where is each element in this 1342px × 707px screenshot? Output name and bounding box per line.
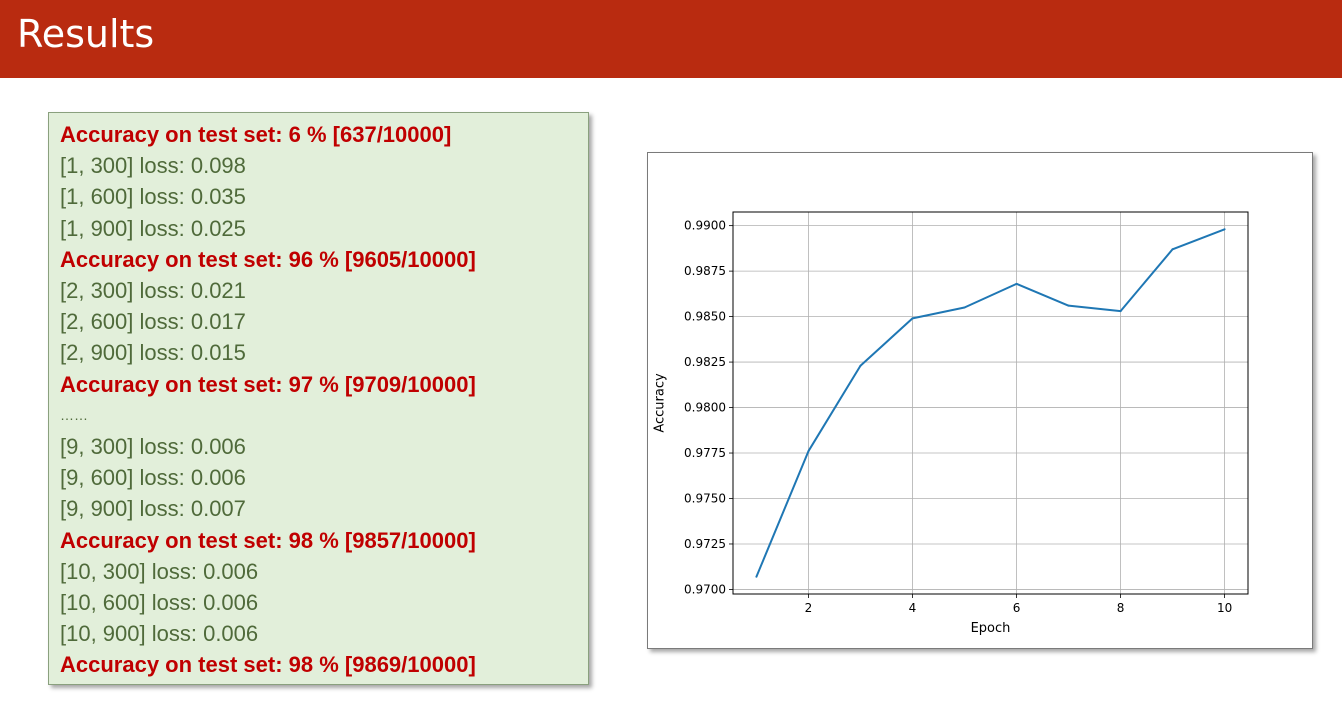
- ellipsis-line: ……: [60, 406, 88, 423]
- y-axis-label: Accuracy: [653, 373, 668, 433]
- accuracy-data-point: [755, 575, 758, 578]
- accuracy-data-point: [807, 450, 810, 453]
- y-tick-label: 0.9850: [684, 310, 726, 324]
- y-tick-label: 0.9775: [684, 446, 726, 460]
- slide-title: Results: [17, 12, 155, 56]
- accuracy-data-point: [859, 364, 862, 367]
- y-tick-label: 0.9875: [684, 264, 726, 278]
- loss-log-line: [9, 300] loss: 0.006: [60, 434, 246, 459]
- y-tick-label: 0.9825: [684, 355, 726, 369]
- loss-log-line: [2, 900] loss: 0.015: [60, 340, 246, 366]
- x-tick-label: 10: [1217, 601, 1232, 615]
- x-tick-label: 4: [909, 601, 917, 615]
- accuracy-data-point: [1067, 304, 1070, 307]
- loss-log-line: [1, 600] loss: 0.035: [60, 184, 246, 210]
- loss-log-line: [2, 600] loss: 0.017: [60, 309, 246, 335]
- x-tick-label: 6: [1013, 601, 1021, 615]
- loss-log-line: [10, 900] loss: 0.006: [60, 621, 259, 647]
- y-tick-label: 0.9725: [684, 537, 726, 551]
- accuracy-log-line: Accuracy on test set: 98 % [9857/10000]: [60, 527, 476, 553]
- plot-area-border: [732, 211, 1249, 595]
- axis-ticks: 2 4 6 8 10 0.9700 0.9725 0.9750 0.9775 0.9800 0.98…: [684, 219, 1232, 615]
- accuracy-data-point: [963, 306, 966, 309]
- accuracy-chart-svg: 2 4 6 8 10 0.9700 0.9725 0.9750 0.9775 0.9800 0.98…: [653, 211, 1249, 636]
- loss-log-line: [9, 900] loss: 0.007: [60, 496, 246, 522]
- loss-log-line: [2, 300] loss: 0.021: [60, 278, 246, 303]
- loss-log-line: [1, 900] loss: 0.025: [60, 215, 246, 241]
- x-tick-label: 2: [805, 601, 813, 615]
- y-tick-label: 0.9750: [684, 492, 726, 506]
- y-tick-label: 0.9700: [684, 582, 726, 596]
- accuracy-chart: 2 4 6 8 10 0.9700 0.9725 0.9750 0.9775 0.9800 0.98…: [647, 152, 1313, 649]
- accuracy-series-line: [755, 228, 1225, 578]
- accuracy-log-line: Accuracy on test set: 97 % [9709/10000]: [60, 371, 476, 397]
- x-axis-label: Epoch: [971, 621, 1011, 636]
- accuracy-data-point: [1119, 310, 1122, 313]
- accuracy-log-line: Accuracy on test set: 98 % [9869/10000]: [60, 652, 476, 678]
- loss-log-line: [9, 600] loss: 0.006: [60, 465, 246, 491]
- slide-header: Results: [0, 0, 1342, 78]
- y-tick-label: 0.9900: [684, 219, 726, 233]
- accuracy-data-point: [1015, 282, 1018, 285]
- accuracy-data-point: [911, 317, 914, 320]
- accuracy-data-point: [1223, 228, 1226, 231]
- x-tick-label: 8: [1117, 601, 1125, 615]
- loss-log-line: [10, 300] loss: 0.006: [60, 558, 259, 584]
- loss-log-line: [1, 300] loss: 0.098: [60, 153, 246, 179]
- loss-log-line: [10, 600] loss: 0.006: [60, 590, 259, 615]
- accuracy-data-point: [1171, 248, 1174, 251]
- grid-lines: [733, 212, 1248, 594]
- accuracy-log-line: Accuracy on test set: 6 % [637/10000]: [60, 122, 452, 147]
- accuracy-log-line: Accuracy on test set: 96 % [9605/10000]: [60, 246, 476, 272]
- y-tick-label: 0.9800: [684, 401, 726, 415]
- training-log-box: Accuracy on test set: 6 % [637/10000] [1,…: [48, 112, 589, 685]
- series-layer: [755, 228, 1226, 578]
